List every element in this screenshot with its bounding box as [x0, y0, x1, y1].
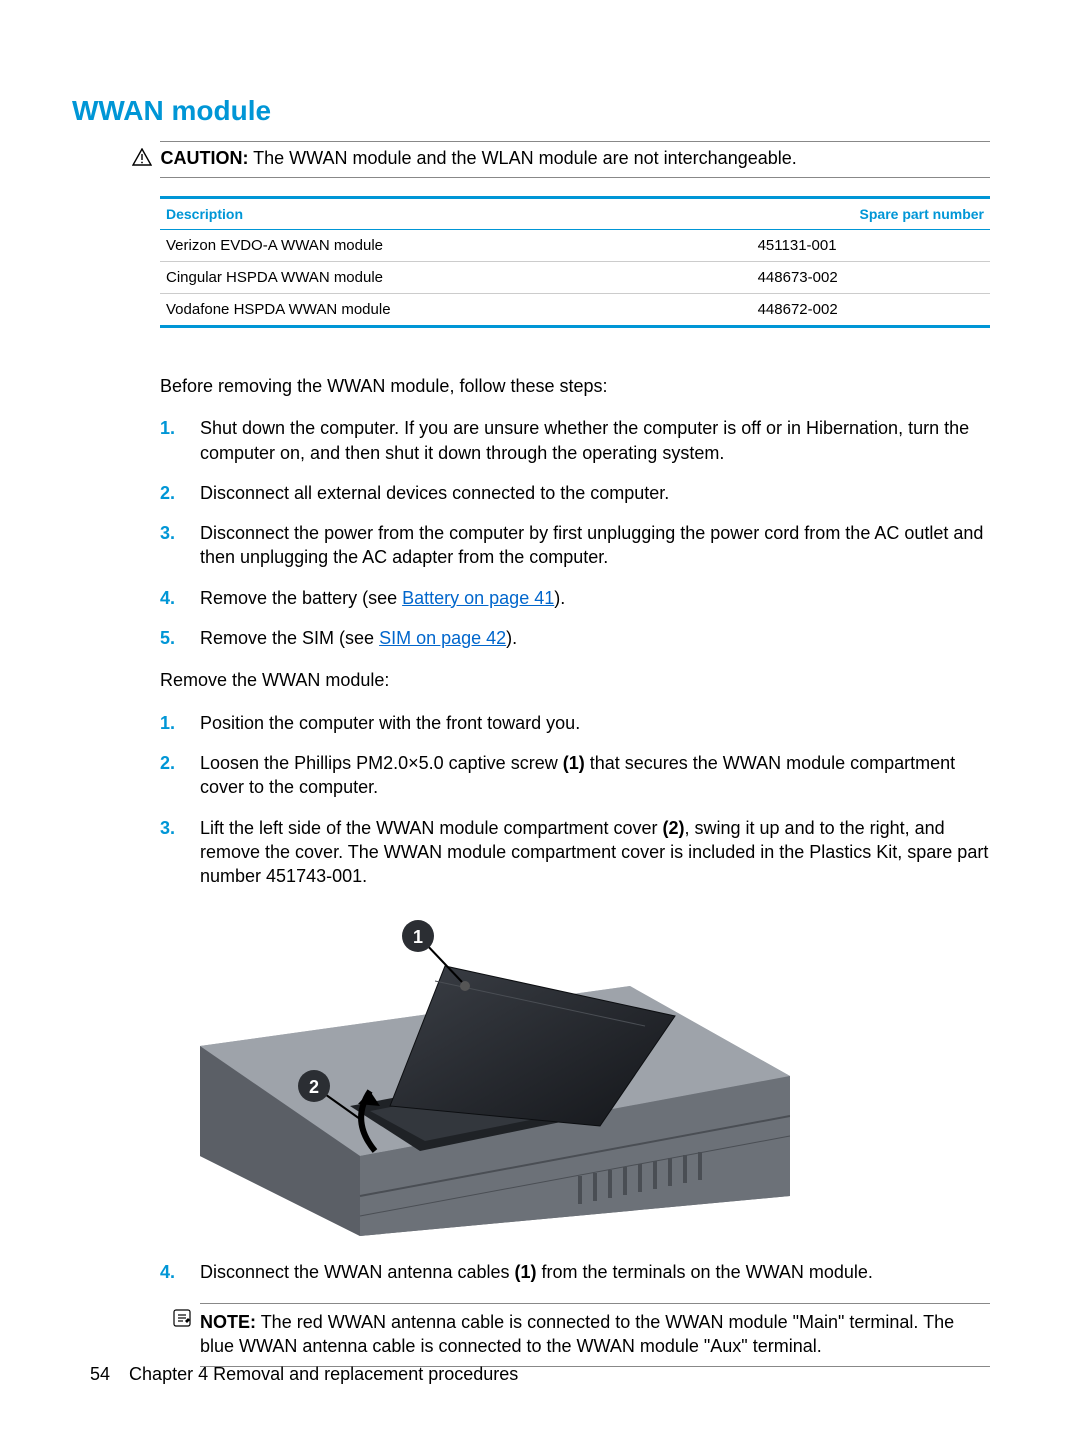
list-item: 1.Position the computer with the front t…: [160, 711, 990, 735]
caution-icon: [132, 148, 152, 171]
spare-parts-table: Description Spare part number Verizon EV…: [160, 196, 990, 328]
step-bold: (2): [663, 818, 685, 838]
list-item: 3. Lift the left side of the WWAN module…: [160, 816, 990, 889]
table-row: Verizon EVDO-A WWAN module 451131-001: [160, 230, 990, 262]
step-text: Loosen the Phillips PM2.0×5.0 captive sc…: [200, 753, 563, 773]
cell-desc: Verizon EVDO-A WWAN module: [160, 230, 758, 262]
step-text: ).: [506, 628, 517, 648]
note-text: The red WWAN antenna cable is connected …: [200, 1312, 954, 1356]
cell-pn: 451131-001: [758, 230, 990, 262]
cell-pn: 448672-002: [758, 294, 990, 327]
cell-desc: Cingular HSPDA WWAN module: [160, 262, 758, 294]
table-row: Cingular HSPDA WWAN module 448673-002: [160, 262, 990, 294]
removal-steps: 1.Position the computer with the front t…: [160, 711, 990, 889]
intro-b: Remove the WWAN module:: [160, 668, 990, 692]
list-item: 2. Loosen the Phillips PM2.0×5.0 captive…: [160, 751, 990, 800]
th-spare-part: Spare part number: [758, 198, 990, 230]
step-text: Position the computer with the front tow…: [200, 713, 580, 733]
step-bold: (1): [563, 753, 585, 773]
step-text: Remove the SIM (see: [200, 628, 379, 648]
table-row: Vodafone HSPDA WWAN module 448672-002: [160, 294, 990, 327]
caution-text: The WWAN module and the WLAN module are …: [253, 148, 797, 168]
sim-xref-link[interactable]: SIM on page 42: [379, 628, 506, 648]
wwan-cover-illustration: 1 2: [200, 906, 790, 1236]
step-bold: (1): [514, 1262, 536, 1282]
removal-steps-cont: 4. Disconnect the WWAN antenna cables (1…: [160, 1260, 990, 1284]
caution-callout: CAUTION: The WWAN module and the WLAN mo…: [160, 141, 990, 178]
svg-text:2: 2: [309, 1077, 319, 1097]
chapter-label: Chapter 4 Removal and replacement proced…: [129, 1364, 518, 1384]
list-item: 5. Remove the SIM (see SIM on page 42).: [160, 626, 990, 650]
list-item: 1.Shut down the computer. If you are uns…: [160, 416, 990, 465]
step-text: from the terminals on the WWAN module.: [536, 1262, 872, 1282]
cell-pn: 448673-002: [758, 262, 990, 294]
step-text: Disconnect the power from the computer b…: [200, 523, 983, 567]
step-text: ).: [554, 588, 565, 608]
note-icon: [172, 1308, 192, 1334]
section-title: WWAN module: [72, 95, 990, 127]
cell-desc: Vodafone HSPDA WWAN module: [160, 294, 758, 327]
step-text: Lift the left side of the WWAN module co…: [200, 818, 663, 838]
page-number: 54: [90, 1364, 110, 1384]
th-description: Description: [160, 198, 758, 230]
battery-xref-link[interactable]: Battery on page 41: [402, 588, 554, 608]
step-text: Remove the battery (see: [200, 588, 402, 608]
caution-label: CAUTION:: [160, 148, 248, 168]
page-footer: 54 Chapter 4 Removal and replacement pro…: [90, 1364, 518, 1385]
list-item: 4. Remove the battery (see Battery on pa…: [160, 586, 990, 610]
step-text: Disconnect all external devices connecte…: [200, 483, 669, 503]
prep-steps: 1.Shut down the computer. If you are uns…: [160, 416, 990, 650]
note-callout: NOTE: The red WWAN antenna cable is conn…: [200, 1303, 990, 1368]
intro-a: Before removing the WWAN module, follow …: [160, 374, 990, 398]
svg-text:1: 1: [413, 927, 423, 947]
step-text: Disconnect the WWAN antenna cables: [200, 1262, 514, 1282]
list-item: 4. Disconnect the WWAN antenna cables (1…: [160, 1260, 990, 1284]
note-label: NOTE:: [200, 1312, 256, 1332]
step-text: Shut down the computer. If you are unsur…: [200, 418, 969, 462]
list-item: 3.Disconnect the power from the computer…: [160, 521, 990, 570]
list-item: 2.Disconnect all external devices connec…: [160, 481, 990, 505]
